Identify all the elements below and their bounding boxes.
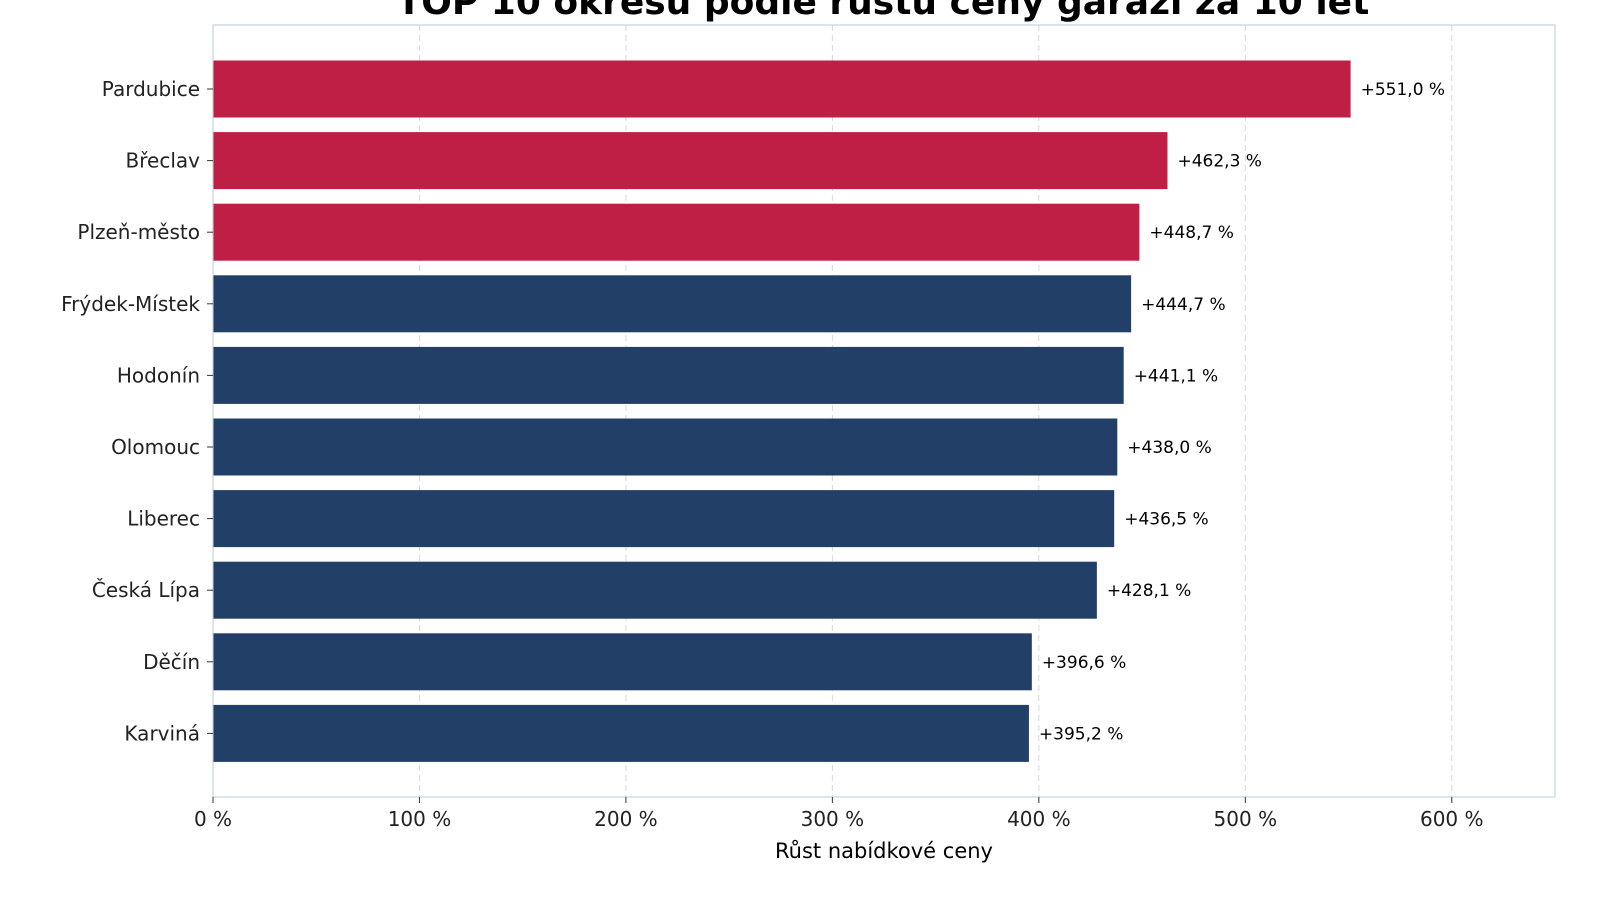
category-label: Plzeň-město: [77, 220, 200, 244]
category-label: Karviná: [124, 721, 200, 745]
x-tick-label: 500 %: [1214, 807, 1278, 831]
value-label: +448,7 %: [1149, 223, 1233, 243]
chart-title: TOP 10 okresů podle růstu ceny garáží za…: [397, 0, 1370, 23]
category-label: Liberec: [127, 507, 200, 531]
value-label: +551,0 %: [1361, 80, 1445, 100]
bar: [213, 60, 1351, 118]
x-tick-label: 600 %: [1420, 807, 1484, 831]
value-label: +395,2 %: [1039, 724, 1123, 744]
bar: [213, 346, 1124, 404]
bars: +551,0 % +462,3 % +448,7 % +444,7 % +441,1 %…: [213, 60, 1445, 762]
plot-frame: [212, 24, 1556, 798]
value-label: +462,3 %: [1177, 152, 1261, 172]
category-label: Pardubice: [102, 77, 200, 101]
category-label: Děčín: [143, 650, 200, 674]
bar: [213, 132, 1168, 190]
x-axis-title: Růst nabídkové ceny: [775, 839, 993, 863]
value-label: +444,7 %: [1141, 295, 1225, 315]
bar: [213, 418, 1118, 476]
bar: [213, 203, 1140, 261]
value-label: +441,1 %: [1134, 366, 1218, 386]
bar: [213, 490, 1115, 548]
value-label: +428,1 %: [1107, 581, 1191, 601]
value-label: +436,5 %: [1124, 510, 1208, 530]
value-label: +396,6 %: [1042, 653, 1126, 673]
x-tick-label: 200 %: [594, 807, 658, 831]
category-label: Frýdek-Místek: [61, 292, 200, 316]
x-axis-ticks: 0 % 100 % 200 % 300 % 400 % 500 % 600 %: [194, 797, 1484, 831]
x-tick-label: 400 %: [1007, 807, 1071, 831]
x-tick-label: 100 %: [388, 807, 452, 831]
bar: [213, 561, 1097, 619]
y-axis-ticks: Pardubice Břeclav Plzeň-město Frýdek-Místek…: [61, 77, 213, 745]
bar: [213, 633, 1032, 691]
category-label: Česká Lípa: [92, 578, 200, 602]
bar: [213, 275, 1132, 333]
x-tick-label: 300 %: [801, 807, 865, 831]
value-label: +438,0 %: [1127, 438, 1211, 458]
bar: [213, 704, 1029, 762]
category-label: Břeclav: [126, 149, 201, 173]
category-label: Hodonín: [117, 363, 200, 387]
category-label: Olomouc: [111, 435, 200, 459]
x-tick-label: 0 %: [194, 807, 232, 831]
